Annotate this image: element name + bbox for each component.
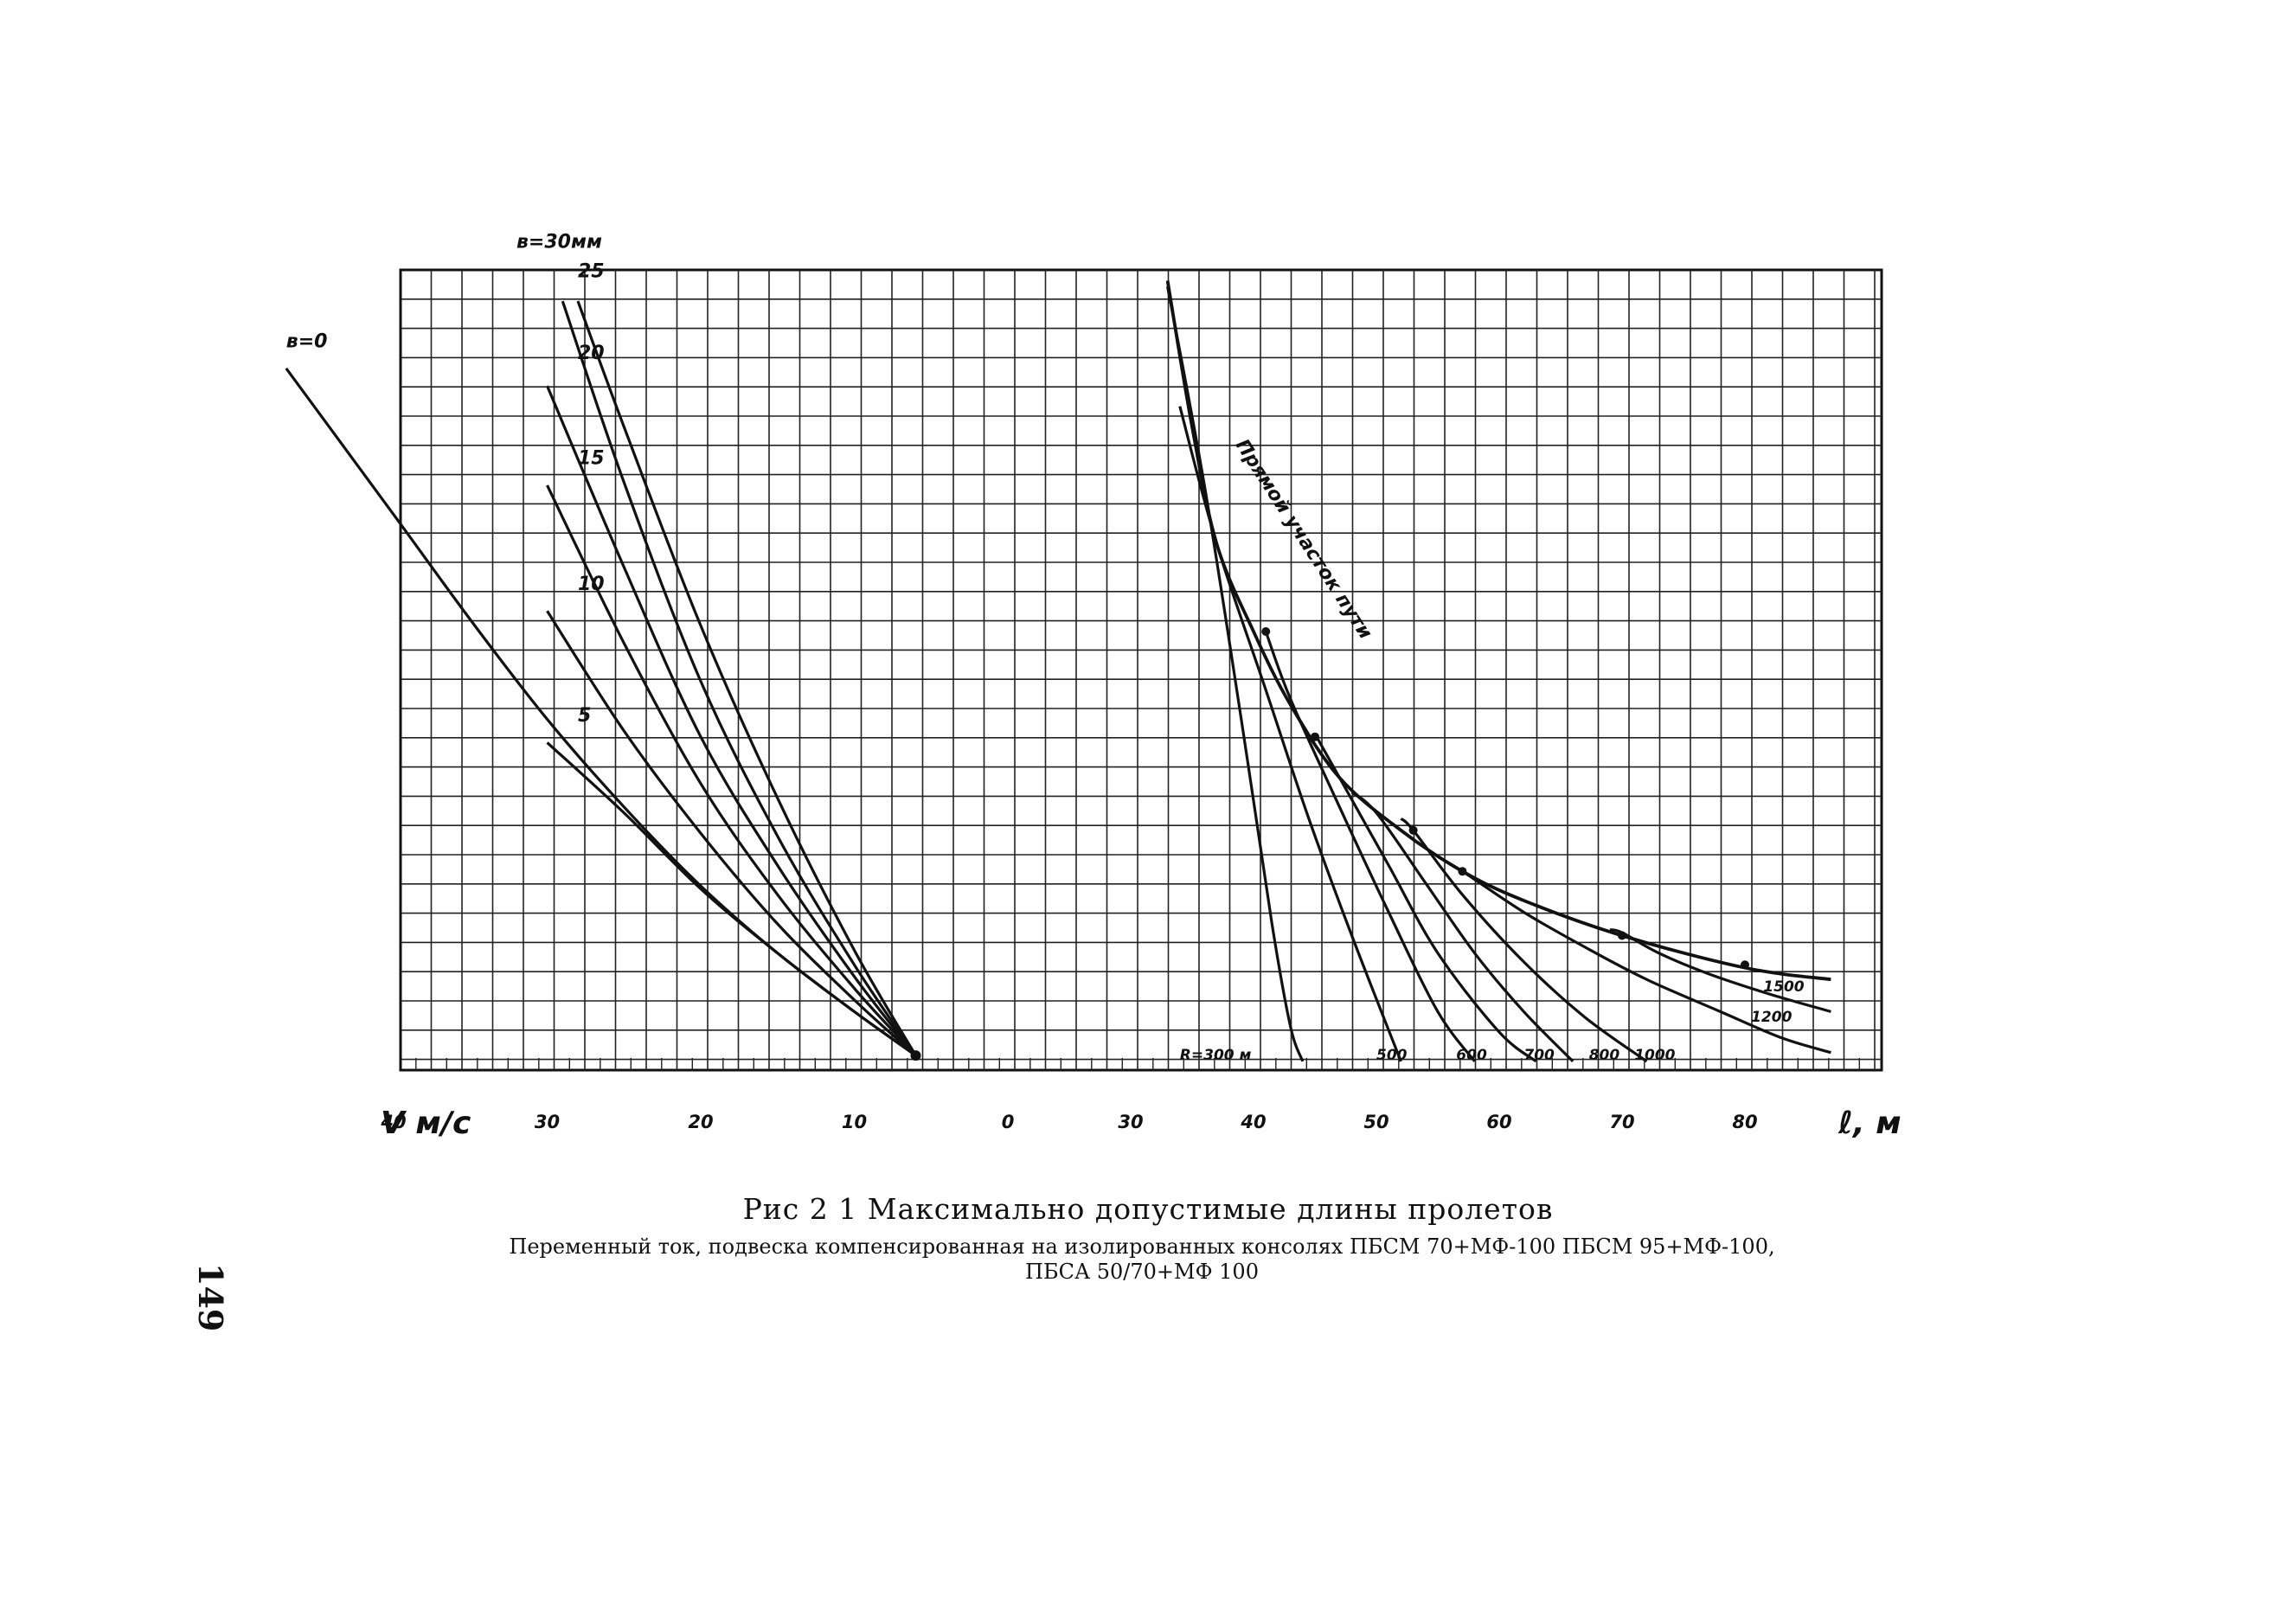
curve-label-0: в=0 [286, 331, 328, 353]
curve-label-3: 15 [578, 448, 605, 470]
x-axis-label-span: ℓ, м [1837, 1106, 1902, 1141]
x-tick-velocity: 30 [535, 1112, 560, 1132]
curve-ice-3 [546, 484, 917, 1057]
figure-caption: Рис 2 1 Максимально допустимые длины про… [742, 1192, 1554, 1226]
curve-label-6: в=30мм [516, 232, 602, 253]
tangent-point-2 [1408, 825, 1418, 835]
x-tick-span: 40 [1240, 1112, 1266, 1132]
tangent-point-5 [1741, 960, 1749, 970]
curve-label-radius-0: R=300 м [1180, 1047, 1252, 1064]
curve-label-4: 20 [578, 343, 605, 364]
curve-label-radius-6: 1200 [1751, 1009, 1792, 1026]
x-tick-velocity: 10 [842, 1112, 867, 1132]
tangent-point-4 [1618, 931, 1626, 940]
figure-subcaption: Переменный ток, подвеска компенсированна… [363, 1234, 1921, 1285]
tangent-point-0 [1261, 627, 1271, 636]
curve-label-5: 25 [578, 260, 605, 282]
curve-ice-2 [546, 610, 917, 1057]
x-tick-zero: 0 [1002, 1112, 1015, 1132]
page-number: 149 [191, 1263, 230, 1332]
x-axis-label-velocity: V м/с [381, 1106, 471, 1141]
curve-label-radius-7: 1500 [1763, 978, 1804, 996]
straight-track-label: Прямой участок пути [1231, 435, 1376, 643]
curve-radius-2 [1264, 631, 1476, 1062]
curve-ice-5 [561, 300, 917, 1056]
curve-label-radius-1: 500 [1376, 1047, 1408, 1064]
convergence-point [910, 1050, 921, 1061]
x-tick-span: 70 [1609, 1112, 1634, 1132]
x-tick-span: 30 [1118, 1112, 1143, 1132]
subcaption-line-1: Переменный ток, подвеска компенсированна… [509, 1234, 1775, 1259]
x-tick-velocity: 20 [688, 1112, 713, 1132]
curve-ice-6 [576, 300, 917, 1056]
chart-grid [399, 268, 1883, 1072]
subcaption-line-2: ПБСА 50/70+МФ 100 [1025, 1260, 1259, 1284]
curve-label-radius-2: 600 [1456, 1047, 1487, 1064]
x-tick-span: 80 [1732, 1112, 1757, 1132]
x-tick-span: 60 [1486, 1112, 1511, 1132]
curve-ice-1 [546, 741, 917, 1057]
x-tick-span: 50 [1363, 1112, 1389, 1132]
curve-ice-4 [546, 385, 917, 1057]
curve-label-radius-4: 800 [1589, 1047, 1620, 1064]
curve-radius-0 [1166, 285, 1305, 1062]
curve-label-2: 10 [578, 574, 605, 595]
curve-label-radius-3: 700 [1523, 1047, 1555, 1064]
chart-curves [285, 280, 1831, 1063]
x-tick-velocity: 40 [380, 1112, 406, 1132]
tangent-point-3 [1458, 867, 1467, 876]
curve-straight-track [1165, 280, 1831, 982]
curve-label-radius-5: 1000 [1634, 1047, 1675, 1064]
curve-ice-0 [285, 367, 917, 1057]
tangent-point-1 [1311, 732, 1319, 741]
plot-frame [399, 268, 1883, 1072]
curve-label-1: 5 [578, 705, 591, 727]
